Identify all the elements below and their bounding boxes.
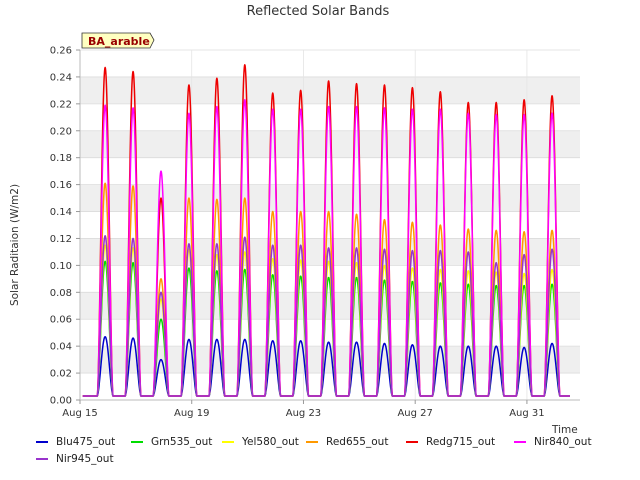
legend-swatch — [406, 441, 418, 443]
y-tick-label: 0.06 — [50, 315, 72, 326]
legend-label: Grn535_out — [151, 436, 213, 448]
y-tick-label: 0.24 — [50, 72, 72, 83]
legend-swatch — [36, 458, 48, 460]
x-tick-label: Aug 15 — [62, 408, 97, 419]
y-tick-label: 0.00 — [50, 396, 72, 407]
legend-item-nir945_out: Nir945_out — [36, 453, 114, 465]
x-axis-label: Time — [551, 424, 578, 436]
series-line-nir945_out — [82, 235, 571, 397]
annotation-text: BA_arable — [88, 35, 150, 48]
legend-item-red655_out: Red655_out — [306, 436, 388, 448]
annotation-box — [81, 32, 155, 49]
legend-swatch — [222, 441, 234, 443]
legend-label: Red655_out — [326, 436, 389, 448]
y-tick-label: 0.14 — [50, 207, 72, 218]
legend-item-grn535_out: Grn535_out — [131, 436, 212, 448]
series-group — [82, 64, 571, 397]
y-tick-label: 0.20 — [50, 126, 72, 137]
legend-swatch — [131, 441, 143, 443]
legend-label: Blu475_out — [56, 436, 116, 448]
grid-band — [80, 184, 580, 212]
y-tick-label: 0.10 — [50, 261, 72, 272]
legend-label: Nir945_out — [56, 453, 114, 465]
y-tick-label: 0.08 — [50, 288, 72, 299]
chart-title: Reflected Solar Bands — [247, 4, 390, 19]
x-tick-label: Aug 23 — [286, 408, 321, 419]
y-tick-label: 0.18 — [50, 153, 72, 164]
legend-item-redg715_out: Redg715_out — [406, 436, 495, 448]
grid-band — [80, 292, 580, 320]
legend-item-blu475_out: Blu475_out — [36, 436, 115, 448]
y-tick-label: 0.02 — [50, 369, 72, 380]
y-axis-label: Solar Raditaion (W/m2) — [9, 184, 21, 306]
y-tick-label: 0.22 — [50, 99, 72, 110]
y-tick-label: 0.16 — [50, 180, 72, 191]
y-tick-label: 0.26 — [50, 46, 72, 57]
legend-label: Nir840_out — [534, 436, 592, 448]
x-tick-label: Aug 19 — [174, 408, 209, 419]
legend-swatch — [306, 441, 318, 443]
y-tick-label: 0.12 — [50, 234, 72, 245]
x-tick-label: Aug 27 — [397, 408, 432, 419]
legend-swatch — [514, 441, 526, 443]
y-tick-label: 0.04 — [50, 342, 72, 353]
legend-swatch — [36, 441, 48, 443]
annotation-badge: BA_arable — [81, 32, 155, 49]
legend-item-nir840_out: Nir840_out — [514, 436, 592, 448]
legend-label: Yel580_out — [242, 436, 299, 448]
x-tick-label: Aug 31 — [509, 408, 544, 419]
legend-item-yel580_out: Yel580_out — [222, 436, 299, 448]
legend-label: Redg715_out — [426, 436, 496, 448]
